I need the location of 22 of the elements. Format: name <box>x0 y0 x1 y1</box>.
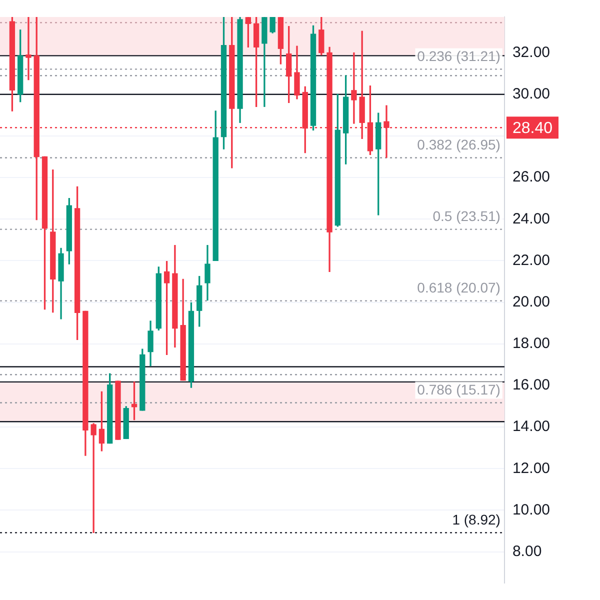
y-tick-label: 30.00 <box>512 85 550 102</box>
candlestick <box>351 52 357 124</box>
candlestick <box>26 17 32 80</box>
y-tick-label: 12.00 <box>512 460 550 477</box>
y-tick-label: 18.00 <box>512 335 550 352</box>
candlestick <box>90 423 96 534</box>
y-tick-label: 14.00 <box>512 418 550 436</box>
y-tick-label: 8.00 <box>512 542 542 560</box>
y-tick-label: 26.00 <box>512 168 550 186</box>
ref-line-label: 1 (8.92) <box>452 512 500 528</box>
y-tick-label: 32.00 <box>512 44 550 61</box>
y-tick-label: 24.00 <box>512 210 550 228</box>
y-tick-label: 22.00 <box>512 252 550 269</box>
y-tick-label: 10.00 <box>512 501 550 518</box>
ref-line-label: 0.618 (20.07) <box>417 280 500 296</box>
ref-line-label: 0.382 (26.95) <box>417 136 500 153</box>
ref-line-label: 0.786 (15.17) <box>417 382 500 398</box>
y-tick-label: 16.00 <box>512 376 550 394</box>
ref-line-label: 0.236 (31.21) <box>417 48 500 64</box>
ref-line-label: 0.5 (23.51) <box>432 208 500 224</box>
ref-line-label: 28.40 <box>512 120 553 138</box>
y-tick-label: 20.00 <box>512 293 550 310</box>
